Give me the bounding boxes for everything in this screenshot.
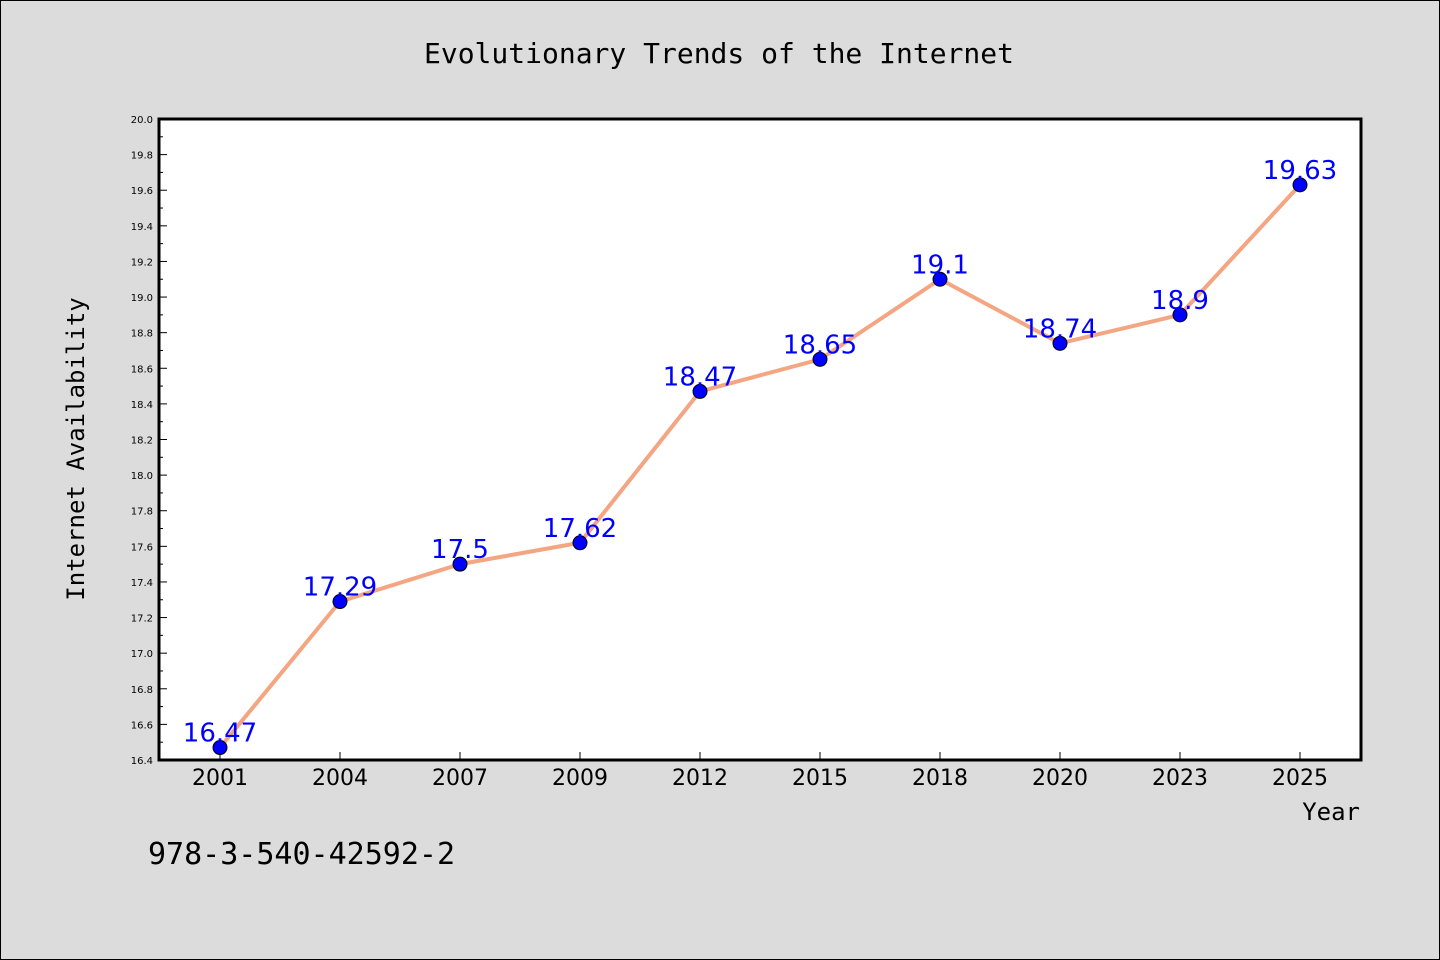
x-tick-label: 2020 [1032,766,1088,791]
y-tick-label: 18.2 [131,436,153,447]
y-tick-label: 17.8 [131,507,153,518]
data-label: 18.47 [663,362,737,392]
chart-title: Evolutionary Trends of the Internet [424,37,1014,70]
data-label: 17.5 [431,535,489,565]
x-tick-label: 2023 [1152,766,1208,791]
data-label: 19.63 [1263,156,1337,186]
data-label: 16.47 [183,719,257,749]
data-point [692,383,708,399]
x-tick-label: 2025 [1272,766,1328,791]
y-tick-label: 19.2 [131,257,153,268]
data-point [452,556,468,572]
x-tick-label: 2012 [672,766,728,791]
y-tick-label: 18.4 [131,400,153,411]
x-tick-label: 2009 [552,766,608,791]
data-label: 17.29 [303,573,377,603]
data-point [212,740,228,756]
data-point [332,594,348,610]
plot-area [157,117,1363,762]
y-tick-label: 16.6 [131,720,153,731]
x-tick-label: 2015 [792,766,848,791]
data-label: 18.74 [1023,314,1097,344]
data-label: 17.62 [543,514,617,544]
y-tick-label: 17.4 [131,578,153,589]
data-point [812,351,828,367]
x-tick-label: 2007 [432,766,488,791]
data-labels-group: 16.47 17.29 17.5 17.62 18.47 18.65 19.1 18.74 18… [183,156,1337,749]
y-tick-label: 18.6 [131,364,153,375]
y-tick-label: 16.4 [131,756,153,767]
data-label: 19.1 [911,250,969,280]
y-tick-label: 17.0 [131,649,153,660]
data-point [1292,177,1308,193]
y-tick-label: 19.4 [131,222,153,233]
y-axis-label: Internet Availability [62,297,90,600]
y-tick-label: 19.6 [131,186,153,197]
data-point [932,271,948,287]
y-axis: 16.4 16.6 16.8 17.0 17.2 17.4 17.6 17.8 18.0 18.2… [131,115,167,767]
series-line [218,182,1302,750]
x-tick-label: 2004 [312,766,368,791]
data-point [1052,335,1068,351]
y-tick-label: 17.2 [131,614,153,625]
y-tick-label: 18.8 [131,329,153,340]
y-tick-label: 17.6 [131,542,153,553]
y-tick-label: 20.0 [131,115,153,126]
series-line-group [218,182,1302,750]
x-tick-label: 2018 [912,766,968,791]
x-axis-label: Year [1302,798,1360,826]
data-point [1172,307,1188,323]
y-tick-label: 16.8 [131,685,153,696]
data-label: 18.9 [1151,286,1209,316]
data-point [572,535,588,551]
isbn-text: 978-3-540-42592-2 [148,837,455,872]
data-label: 18.65 [783,330,857,360]
y-tick-label: 18.0 [131,471,153,482]
x-tick-label: 2001 [192,766,248,791]
markers-group [212,177,1308,756]
x-axis: 2001 2004 2007 2009 2012 2015 2018 2020 2023 2025 [192,752,1328,791]
y-tick-label: 19.8 [131,151,153,162]
y-tick-label: 19.0 [131,293,153,304]
